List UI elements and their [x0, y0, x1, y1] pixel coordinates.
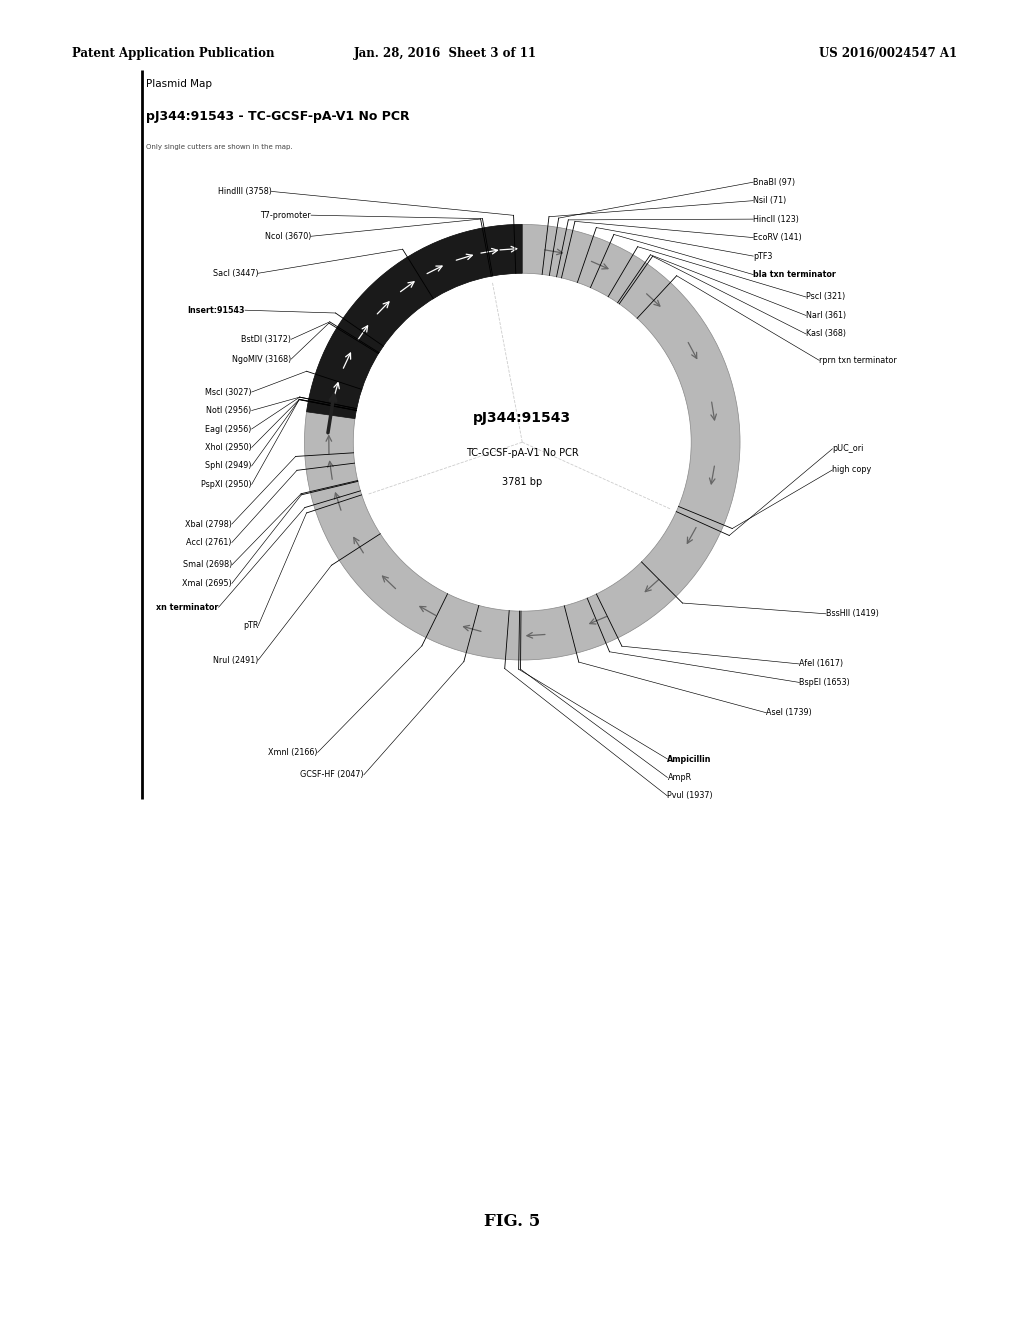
- Text: PspXI (2950): PspXI (2950): [201, 480, 252, 488]
- Text: TC-GCSF-pA-V1 No PCR: TC-GCSF-pA-V1 No PCR: [466, 447, 579, 458]
- Text: BssHII (1419): BssHII (1419): [825, 610, 879, 618]
- Text: Jan. 28, 2016  Sheet 3 of 11: Jan. 28, 2016 Sheet 3 of 11: [354, 46, 537, 59]
- Text: BstDI (3172): BstDI (3172): [242, 335, 291, 343]
- Text: NotI (2956): NotI (2956): [207, 407, 252, 414]
- Wedge shape: [304, 224, 740, 660]
- Text: Only single cutters are shown in the map.: Only single cutters are shown in the map…: [146, 144, 293, 150]
- Text: FIG. 5: FIG. 5: [484, 1213, 540, 1229]
- Text: rprn txn terminator: rprn txn terminator: [819, 356, 897, 364]
- Text: NarI (361): NarI (361): [806, 312, 846, 319]
- Text: pTF3: pTF3: [754, 252, 773, 260]
- Text: high copy: high copy: [833, 466, 871, 474]
- Text: Ampicillin: Ampicillin: [668, 755, 712, 763]
- Text: pTR: pTR: [243, 622, 258, 630]
- Text: XmnI (2166): XmnI (2166): [268, 748, 317, 756]
- Text: BnaBI (97): BnaBI (97): [754, 178, 796, 186]
- Text: NcoI (3670): NcoI (3670): [264, 232, 311, 240]
- Text: SmaI (2698): SmaI (2698): [182, 561, 231, 569]
- Text: AccI (2761): AccI (2761): [186, 539, 231, 546]
- Text: AmpR: AmpR: [668, 774, 691, 781]
- Text: pUC_ori: pUC_ori: [833, 445, 864, 453]
- Text: NgoMIV (3168): NgoMIV (3168): [232, 355, 291, 363]
- Wedge shape: [306, 224, 522, 418]
- Text: KasI (368): KasI (368): [806, 330, 846, 338]
- Text: bla txn terminator: bla txn terminator: [754, 271, 837, 279]
- Text: xn terminator: xn terminator: [157, 603, 219, 611]
- Text: HindIII (3758): HindIII (3758): [217, 187, 271, 195]
- Text: AseI (1739): AseI (1739): [766, 709, 812, 717]
- Text: PvuI (1937): PvuI (1937): [668, 792, 713, 800]
- Text: SacI (3447): SacI (3447): [213, 269, 258, 277]
- Text: AfeI (1617): AfeI (1617): [800, 660, 844, 668]
- Text: GCSF-HF (2047): GCSF-HF (2047): [300, 771, 364, 779]
- Text: Patent Application Publication: Patent Application Publication: [72, 46, 274, 59]
- Text: US 2016/0024547 A1: US 2016/0024547 A1: [819, 46, 957, 59]
- Text: pJ344:91543: pJ344:91543: [473, 412, 571, 425]
- Text: PscI (321): PscI (321): [806, 293, 845, 301]
- Text: SphI (2949): SphI (2949): [205, 462, 252, 470]
- Text: Insert:91543: Insert:91543: [187, 306, 245, 314]
- Text: T7-promoter: T7-promoter: [260, 211, 311, 219]
- Text: EagI (2956): EagI (2956): [205, 425, 252, 433]
- Text: 3781 bp: 3781 bp: [502, 477, 543, 487]
- Text: XbaI (2798): XbaI (2798): [185, 520, 231, 528]
- Text: HincII (123): HincII (123): [754, 215, 799, 223]
- Text: pJ344:91543 - TC-GCSF-pA-V1 No PCR: pJ344:91543 - TC-GCSF-pA-V1 No PCR: [146, 110, 410, 123]
- Text: NruI (2491): NruI (2491): [213, 656, 258, 664]
- Text: XhoI (2950): XhoI (2950): [205, 444, 252, 451]
- Text: MscI (3027): MscI (3027): [205, 388, 252, 396]
- Text: BspEI (1653): BspEI (1653): [800, 678, 850, 686]
- Text: XmaI (2695): XmaI (2695): [182, 579, 231, 587]
- Text: EcoRV (141): EcoRV (141): [754, 234, 802, 242]
- Text: NsiI (71): NsiI (71): [754, 197, 786, 205]
- Text: Plasmid Map: Plasmid Map: [146, 79, 212, 90]
